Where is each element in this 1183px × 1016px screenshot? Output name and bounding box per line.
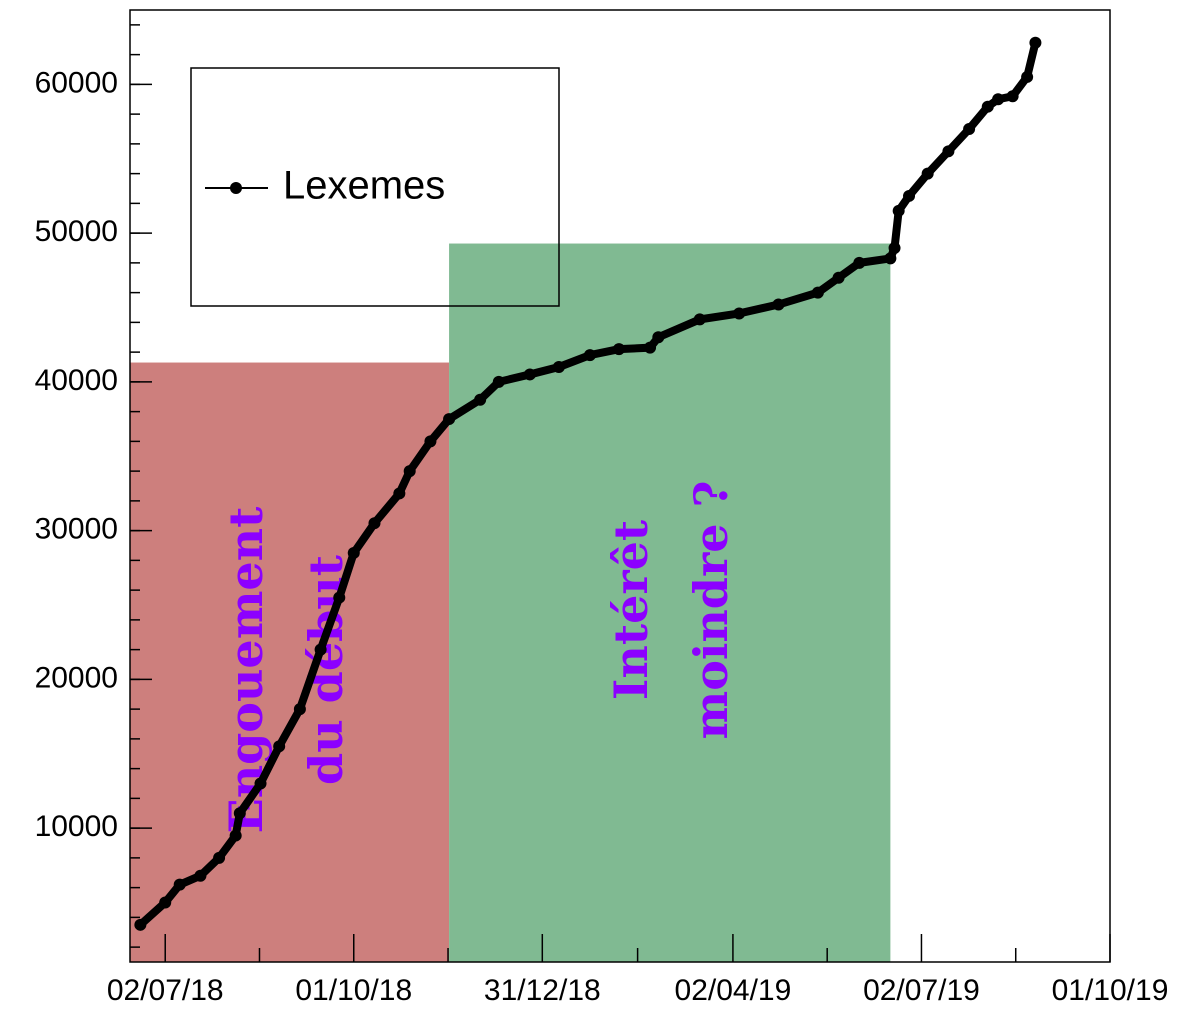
- point: [652, 331, 665, 344]
- y-tick-label: 30000: [35, 513, 118, 546]
- legend-label: Lexemes: [283, 164, 445, 208]
- point: [194, 869, 207, 882]
- y-tick-label: 10000: [35, 810, 118, 843]
- point: [981, 100, 994, 113]
- point: [424, 435, 437, 448]
- point: [942, 145, 955, 158]
- point: [474, 393, 487, 406]
- x-tick-label: 01/10/18: [295, 974, 412, 1007]
- point: [992, 93, 1005, 106]
- region: [130, 362, 450, 963]
- point: [733, 307, 746, 320]
- point: [333, 591, 346, 604]
- x-tick-label: 02/07/19: [863, 974, 980, 1007]
- point: [963, 123, 976, 135]
- point: [552, 361, 565, 373]
- region: [449, 243, 891, 963]
- annotation: Intérêt: [604, 519, 658, 700]
- y-tick-label: 60000: [35, 66, 118, 99]
- point: [884, 252, 897, 265]
- point: [254, 777, 267, 790]
- point: [173, 878, 186, 891]
- point: [393, 487, 406, 500]
- point: [921, 167, 934, 180]
- point: [314, 643, 327, 656]
- point: [403, 465, 416, 478]
- x-tick-label: 02/04/19: [675, 974, 792, 1007]
- point: [772, 298, 785, 311]
- point: [612, 343, 625, 356]
- point: [903, 189, 916, 202]
- point: [273, 740, 286, 753]
- point: [492, 375, 505, 388]
- point: [134, 918, 147, 931]
- point: [644, 341, 657, 354]
- x-tick-label: 01/10/19: [1052, 974, 1169, 1007]
- x-tick-label: 31/12/18: [484, 974, 601, 1007]
- point: [229, 829, 242, 842]
- point: [1021, 70, 1034, 83]
- y-tick-label: 40000: [35, 364, 118, 397]
- y-tick-label: 20000: [35, 661, 118, 694]
- point: [832, 271, 845, 284]
- legend-box: [190, 67, 560, 307]
- point: [811, 286, 824, 299]
- point: [213, 851, 226, 864]
- plot-frame: [129, 9, 1111, 963]
- x-tick-label: 02/07/18: [107, 974, 224, 1007]
- legend-marker: [230, 182, 242, 194]
- point: [583, 349, 596, 362]
- point: [293, 703, 306, 716]
- point: [892, 204, 905, 217]
- annotation: moindre ?: [684, 481, 738, 740]
- point: [233, 807, 246, 820]
- point: [888, 242, 901, 254]
- point: [523, 368, 536, 381]
- point: [1029, 36, 1042, 49]
- point: [368, 517, 381, 530]
- point: [159, 896, 172, 909]
- point: [1006, 90, 1019, 103]
- point: [693, 313, 706, 326]
- point: [347, 546, 360, 559]
- point: [443, 413, 456, 426]
- point: [853, 256, 866, 269]
- y-tick-label: 50000: [35, 215, 118, 248]
